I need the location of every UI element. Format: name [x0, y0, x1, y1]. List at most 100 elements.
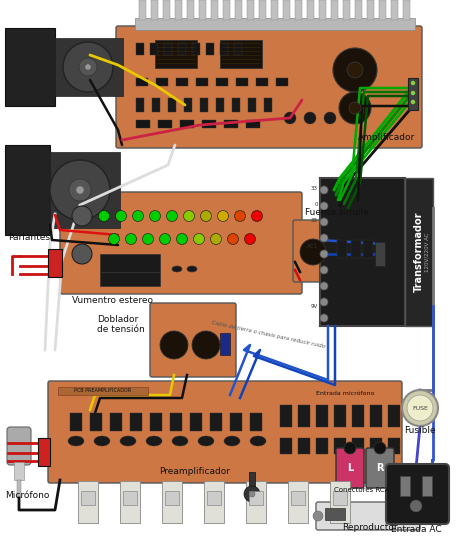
Circle shape [50, 160, 110, 220]
FancyBboxPatch shape [116, 26, 422, 148]
Bar [230, 413, 242, 431]
Bar [151, 0, 158, 20]
Bar [316, 405, 328, 427]
Bar [130, 413, 142, 431]
Bar [120, 481, 140, 523]
Bar [295, 0, 302, 20]
Bar [333, 491, 347, 505]
Circle shape [339, 92, 371, 124]
Circle shape [320, 218, 328, 226]
Circle shape [320, 250, 328, 258]
Bar [246, 120, 260, 128]
Bar [5, 28, 55, 106]
Circle shape [344, 442, 356, 454]
Bar [298, 405, 310, 427]
Bar [249, 472, 255, 494]
Bar [408, 78, 418, 110]
Circle shape [304, 112, 316, 124]
Circle shape [320, 266, 328, 274]
Bar [236, 78, 248, 86]
Bar [100, 272, 160, 286]
Bar [331, 0, 338, 20]
Circle shape [324, 112, 336, 124]
Bar [158, 120, 172, 128]
Bar [250, 413, 262, 431]
Circle shape [347, 62, 363, 78]
Text: Conectores RCA: Conectores RCA [334, 487, 390, 493]
Bar [400, 476, 410, 496]
Circle shape [192, 331, 220, 359]
Bar [199, 0, 206, 20]
Bar [110, 413, 122, 431]
Circle shape [320, 186, 328, 194]
Bar [136, 120, 150, 128]
Circle shape [249, 491, 255, 497]
Circle shape [126, 234, 137, 244]
Bar [280, 438, 292, 454]
Bar [363, 240, 373, 258]
Bar [355, 0, 362, 20]
Circle shape [284, 112, 296, 124]
Ellipse shape [224, 436, 240, 446]
Bar [370, 405, 382, 427]
Bar [379, 0, 386, 20]
Circle shape [76, 186, 84, 194]
FancyBboxPatch shape [48, 381, 402, 483]
Text: Cable de tierra o chasis para reducir ruido: Cable de tierra o chasis para reducir ru… [210, 320, 325, 349]
Circle shape [109, 234, 119, 244]
Ellipse shape [187, 266, 197, 272]
Bar [249, 491, 263, 505]
Bar [220, 333, 230, 355]
Bar [123, 491, 137, 505]
Bar [14, 462, 24, 480]
Bar [170, 413, 182, 431]
Ellipse shape [172, 266, 182, 272]
Text: FUSE: FUSE [412, 405, 428, 410]
Bar [150, 43, 158, 55]
Circle shape [374, 442, 386, 454]
Circle shape [228, 234, 238, 244]
Circle shape [402, 390, 438, 426]
Circle shape [410, 500, 422, 512]
FancyBboxPatch shape [60, 192, 302, 294]
Bar [202, 120, 216, 128]
Circle shape [244, 486, 260, 502]
Bar [232, 98, 240, 112]
Bar [176, 78, 188, 86]
Bar [220, 43, 228, 55]
Text: Fuente simple: Fuente simple [305, 208, 369, 217]
Text: 33: 33 [311, 218, 318, 223]
Text: 120V/220V AC: 120V/220V AC [425, 232, 429, 272]
Text: Amplificador: Amplificador [358, 133, 415, 142]
Bar [168, 98, 176, 112]
Text: Doblador
de tensión: Doblador de tensión [97, 315, 145, 335]
Circle shape [235, 211, 246, 221]
Circle shape [300, 239, 326, 265]
Text: 0: 0 [315, 202, 318, 207]
Circle shape [252, 211, 263, 221]
Bar [271, 0, 278, 20]
Bar [206, 43, 214, 55]
Bar [319, 0, 326, 20]
Bar [307, 0, 314, 20]
Bar [288, 481, 308, 523]
Bar [388, 438, 400, 454]
Bar [298, 438, 310, 454]
Circle shape [160, 331, 188, 359]
Bar [211, 0, 218, 20]
FancyBboxPatch shape [316, 502, 420, 530]
Bar [223, 0, 230, 20]
Circle shape [149, 211, 161, 221]
Circle shape [333, 48, 377, 92]
Bar [320, 178, 405, 326]
Circle shape [313, 511, 323, 521]
Bar [216, 98, 224, 112]
Circle shape [320, 282, 328, 290]
Text: L: L [347, 463, 353, 473]
Circle shape [166, 211, 177, 221]
Circle shape [69, 179, 91, 201]
Bar [178, 43, 186, 55]
Circle shape [63, 42, 113, 92]
Bar [184, 98, 192, 112]
Bar [81, 491, 95, 505]
